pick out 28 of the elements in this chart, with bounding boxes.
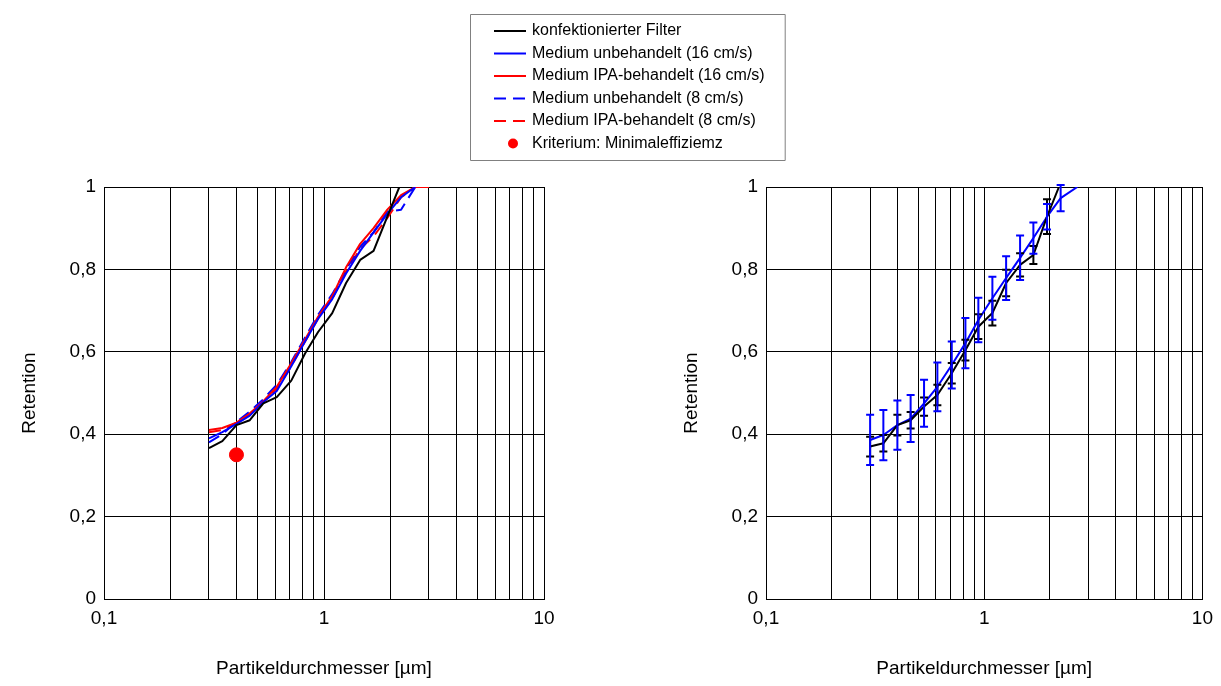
- y-tick-label: 0,6: [69, 340, 96, 362]
- x-tick-label: 0,1: [90, 606, 118, 628]
- legend-label: Kriterium: Minimaleffiziemz: [532, 133, 723, 151]
- y-tick-label: 1: [85, 175, 96, 197]
- y-tick-label: 0,8: [731, 257, 758, 279]
- y-tick-label: 0,4: [731, 422, 759, 444]
- x-tick-label: 1: [978, 606, 990, 628]
- legend-label: Medium unbehandelt (8 cm/s): [532, 88, 744, 106]
- y-tick-label: 0,4: [69, 422, 97, 444]
- y-axis-title: Retention: [17, 352, 39, 434]
- x-axis-title: Partikeldurchmesser [µm]: [876, 656, 1093, 678]
- legend-label: Medium IPA-behandelt (8 cm/s): [532, 111, 756, 129]
- legend-label: Medium unbehandelt (16 cm/s): [532, 43, 753, 61]
- legend-label: konfektionierter Filter: [532, 21, 683, 39]
- y-tick-label: 0,8: [69, 257, 96, 279]
- x-axis-title: Partikeldurchmesser [µm]: [216, 656, 432, 678]
- y-tick-label: 0,6: [731, 340, 758, 362]
- x-tick-label: 10: [533, 606, 555, 628]
- y-tick-label: 0: [747, 587, 758, 609]
- y-tick-label: 0: [85, 587, 96, 609]
- x-tick-label: 0,1: [752, 606, 780, 628]
- x-tick-label: 10: [1191, 606, 1213, 628]
- x-tick-label: 1: [318, 606, 330, 628]
- y-tick-label: 0,2: [69, 504, 96, 526]
- y-axis-title: Retention: [679, 352, 701, 434]
- y-tick-label: 1: [747, 175, 758, 197]
- y-tick-label: 0,2: [731, 504, 758, 526]
- legend-label: Medium IPA-behandelt (16 cm/s): [532, 66, 765, 84]
